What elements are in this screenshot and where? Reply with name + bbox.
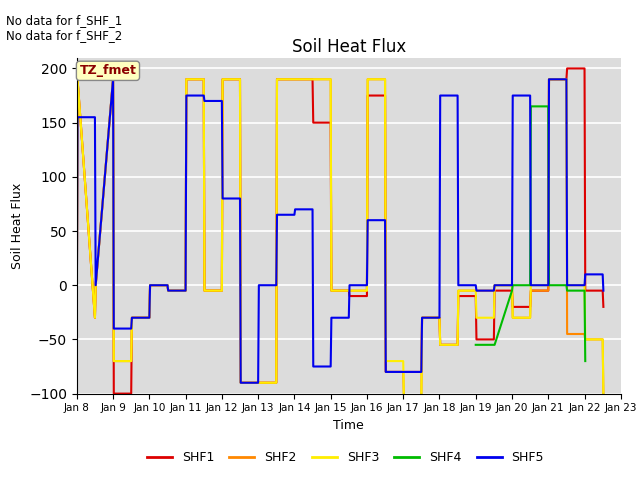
SHF5 [418, 315, 426, 321]
SHF4 [563, 282, 570, 288]
SHF1 [218, 288, 226, 293]
X-axis label: Time: Time [333, 419, 364, 432]
Line: SHF4: SHF4 [476, 107, 585, 361]
SHF1 [254, 380, 262, 385]
SHF2 [164, 288, 172, 293]
SHF3 [600, 391, 607, 396]
Legend: SHF1, SHF2, SHF3, SHF4, SHF5: SHF1, SHF2, SHF3, SHF4, SHF5 [142, 446, 549, 469]
SHF5 [600, 288, 607, 293]
SHF2 [254, 380, 262, 385]
SHF3 [236, 76, 244, 82]
SHF4 [545, 104, 552, 109]
SHF2 [400, 396, 408, 402]
SHF4 [580, 288, 588, 293]
SHF1 [110, 391, 118, 396]
SHF3 [254, 380, 262, 385]
SHF5 [237, 380, 244, 385]
SHF2 [236, 76, 244, 82]
SHF4 [490, 342, 498, 348]
SHF1 [255, 380, 262, 385]
SHF5 [273, 282, 280, 288]
SHF4 [526, 282, 534, 288]
SHF2 [255, 380, 262, 385]
SHF5 [236, 196, 244, 202]
Line: SHF1: SHF1 [77, 69, 604, 394]
SHF3 [73, 315, 81, 321]
SHF5 [164, 288, 172, 293]
SHF5 [109, 76, 117, 82]
SHF4 [581, 358, 589, 364]
SHF1 [164, 288, 172, 293]
SHF4 [472, 342, 480, 348]
SHF4 [545, 282, 553, 288]
SHF1 [600, 304, 607, 310]
Line: SHF3: SHF3 [77, 79, 604, 399]
SHF1 [236, 76, 244, 82]
Text: No data for f_SHF_1
No data for f_SHF_2: No data for f_SHF_1 No data for f_SHF_2 [6, 14, 123, 42]
SHF5 [255, 282, 262, 288]
SHF3 [218, 288, 226, 293]
SHF3 [164, 288, 172, 293]
SHF1 [73, 315, 81, 321]
SHF2 [74, 76, 81, 82]
SHF2 [600, 391, 607, 396]
SHF4 [491, 342, 499, 348]
SHF4 [527, 104, 534, 109]
SHF3 [400, 396, 408, 402]
SHF1 [563, 66, 571, 72]
SHF2 [218, 288, 226, 293]
SHF5 [73, 315, 81, 321]
Line: SHF5: SHF5 [77, 79, 604, 383]
SHF2 [418, 315, 426, 321]
Y-axis label: Soil Heat Flux: Soil Heat Flux [10, 182, 24, 269]
SHF4 [508, 288, 516, 293]
SHF4 [509, 282, 516, 288]
SHF4 [472, 342, 479, 348]
SHF3 [418, 315, 426, 321]
Title: Soil Heat Flux: Soil Heat Flux [292, 38, 406, 56]
SHF2 [73, 315, 81, 321]
SHF1 [417, 369, 425, 375]
SHF3 [255, 380, 262, 385]
SHF3 [74, 76, 81, 82]
Text: TZ_fmet: TZ_fmet [79, 64, 136, 77]
Line: SHF2: SHF2 [77, 79, 604, 399]
SHF5 [218, 98, 226, 104]
SHF4 [563, 288, 571, 293]
